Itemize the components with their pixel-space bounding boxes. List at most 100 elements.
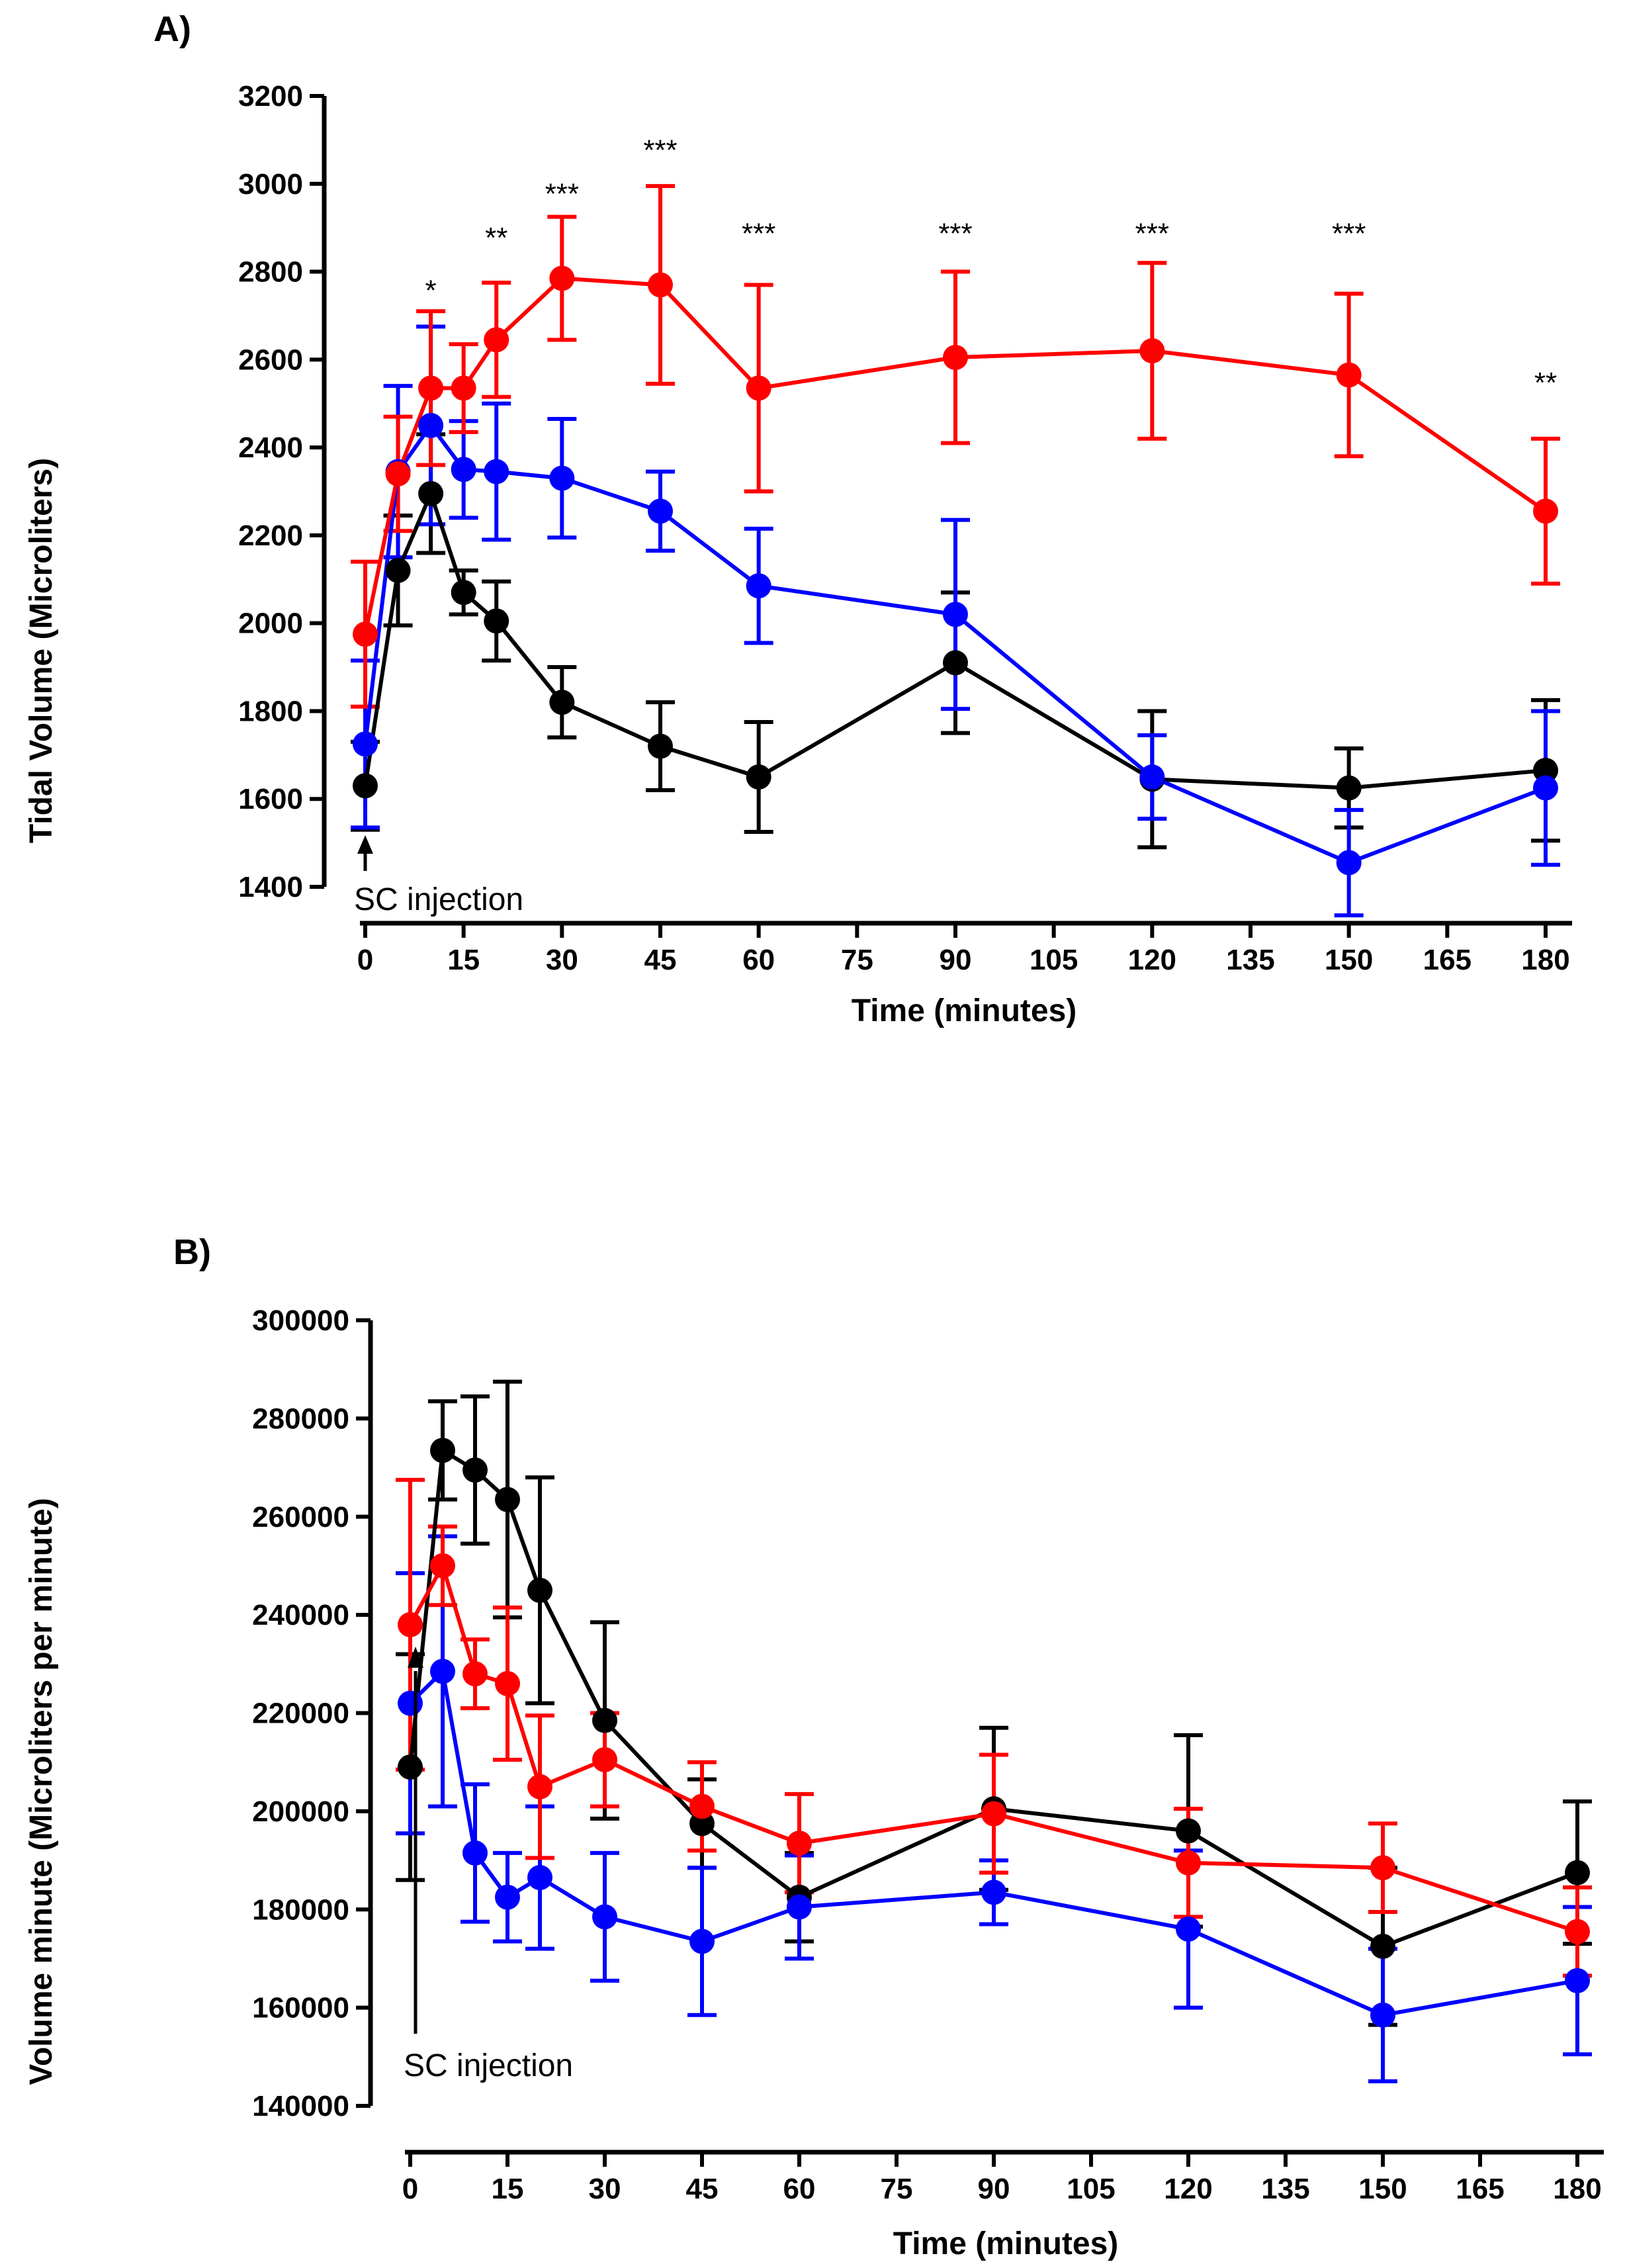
panel-a-point-blue — [484, 459, 509, 484]
panel-b-point-blue — [398, 1690, 423, 1716]
panel-a-point-black — [451, 580, 476, 606]
panel-a-point-blue — [1336, 850, 1362, 876]
panel-b-point-red — [527, 1774, 552, 1799]
panel-a-point-black — [1533, 758, 1558, 784]
panel-b-point-black — [1370, 1933, 1395, 1959]
panel-a-point-red — [943, 345, 968, 371]
panel-a-line-black — [363, 491, 1546, 790]
panel-a-y-tick-label: 2800 — [238, 256, 303, 289]
panel-a-significance-label: *** — [938, 217, 972, 249]
panel-a-point-blue — [746, 573, 771, 599]
panel-b-point-black — [689, 1811, 715, 1837]
panel-a-y-tick-label: 2400 — [238, 431, 303, 464]
panel-a-injection-label: SC injection — [354, 882, 523, 917]
panel-b-point-black — [462, 1457, 488, 1483]
panel-a-significance-label: ** — [485, 222, 507, 254]
panel-a-injection-marker: SC injection — [354, 835, 523, 917]
panel-a-y-tick-label: 1400 — [238, 871, 303, 903]
panel-b-point-red — [689, 1793, 715, 1819]
panel-a-significance-label: *** — [742, 217, 775, 249]
panel-a-point-red — [451, 375, 476, 401]
panel-b-y-tick-label: 280000 — [252, 1402, 349, 1435]
panel-a-x-tick-label: 165 — [1423, 944, 1471, 976]
panel-a-y-tick-label: 1600 — [238, 783, 303, 815]
panel-b-injection-label: SC injection — [404, 2048, 573, 2083]
panel-a-point-red — [385, 461, 411, 486]
panel-a-point-red — [1336, 362, 1362, 388]
panel-a-point-black — [353, 773, 378, 799]
panel-a-x-tick-label: 180 — [1521, 944, 1569, 976]
panel-a-x-tick-label: 30 — [546, 944, 578, 976]
panel-a-y-tick-label: 2200 — [238, 520, 303, 552]
panel-a-y-tick-label: 3000 — [238, 168, 303, 201]
panel-b-y-tick-label: 160000 — [252, 1992, 349, 2024]
panel-a-significance-label: *** — [1135, 217, 1169, 249]
panel-a-point-blue — [549, 465, 575, 491]
panel-a-x-tick-label: 60 — [742, 944, 775, 976]
panel-a-significance-label: *** — [545, 178, 579, 210]
panel-a-point-black — [943, 650, 968, 676]
panel-b-x-tick-label: 150 — [1358, 2173, 1407, 2205]
panel-b-point-blue — [430, 1658, 455, 1684]
panel-a-significance-label: *** — [643, 134, 677, 166]
panel-a-line-red — [363, 276, 1547, 635]
panel-a-significance-markers: ************ *** *** ***** — [425, 134, 1558, 399]
panel-a-significance-label: *** — [1332, 217, 1366, 249]
panel-b-injection-marker: SC injection — [404, 1647, 573, 2083]
arrow-up-icon — [357, 835, 373, 854]
panel-a-point-blue — [1139, 764, 1165, 790]
panel-b-x-tick-label: 120 — [1164, 2173, 1212, 2205]
panel-a-x-tick-label: 105 — [1030, 944, 1078, 976]
panel-b-point-blue — [495, 1884, 520, 1910]
panel-a-point-blue — [418, 412, 444, 438]
panel-a-x-tick-label: 90 — [940, 944, 972, 976]
panel-a-point-red — [648, 272, 673, 298]
panel-a-label: A) — [154, 9, 191, 49]
panel-a-y-axis: 1400 1600 1800 2000 2200 2400 2600 2800 3000 3200 — [238, 80, 327, 903]
panel-a-x-tick-label: 15 — [447, 944, 480, 976]
panel-a-point-red — [418, 375, 444, 401]
panel-b-point-blue — [787, 1894, 812, 1920]
panel-b-x-tick-label: 45 — [686, 2173, 719, 2205]
panel-a-point-red — [484, 327, 509, 353]
panel-b-point-black — [495, 1486, 520, 1512]
panel-a-point-black — [648, 733, 673, 759]
panel-a-point-blue — [451, 457, 476, 482]
panel-b-point-red — [981, 1801, 1006, 1827]
panel-b-y-tick-label: 200000 — [252, 1795, 349, 1828]
panel-b-point-black — [1176, 1818, 1201, 1844]
panel-b-point-red — [430, 1553, 455, 1578]
panel-b-x-axis: 0 15 30 45 60 75 90 105 120 135 150 165 180 — [402, 2150, 1604, 2205]
panel-b-point-blue — [527, 1865, 552, 1891]
panel-b-y-tick-label: 140000 — [252, 2090, 349, 2122]
panel-a-point-black — [385, 558, 411, 583]
panel-a-point-blue — [648, 498, 673, 524]
panel-b-point-black — [1565, 1860, 1590, 1885]
panel-b-point-red — [398, 1611, 423, 1637]
panel-b-y-axis-title: Volume minute (Microliters per minute) — [24, 1498, 59, 2085]
panel-b-x-tick-label: 90 — [978, 2173, 1010, 2205]
panel-b-x-tick-label: 15 — [492, 2173, 524, 2205]
panel-a-x-tick-label: 120 — [1128, 944, 1176, 976]
panel-b-chart: B) Volume minute (Microliters per minute… — [24, 1232, 1604, 2261]
panel-a-y-tick-label: 3200 — [238, 80, 303, 113]
panel-b-point-red — [787, 1831, 812, 1856]
panel-a-significance-label: ** — [1534, 367, 1557, 399]
panel-b-y-tick-label: 300000 — [252, 1304, 349, 1337]
panel-b-y-tick-label: 220000 — [252, 1698, 349, 1730]
panel-b-x-tick-label: 60 — [783, 2173, 816, 2205]
panel-b-x-tick-label: 30 — [589, 2173, 621, 2205]
panel-b-point-blue — [592, 1904, 617, 1930]
panel-a-y-tick-label: 1800 — [238, 695, 303, 727]
panel-b-x-tick-label: 135 — [1261, 2173, 1309, 2205]
panel-b-y-axis: 140000 160000 180000 200000 220000 240000 2600… — [252, 1304, 373, 2122]
panel-a-point-black — [1336, 775, 1362, 801]
panel-a-point-blue — [943, 602, 968, 627]
panel-a-chart: A) Tidal Volume (Microliters) Time (minu… — [24, 9, 1572, 1028]
panel-a-x-tick-label: 135 — [1226, 944, 1274, 976]
panel-b-point-blue — [462, 1840, 488, 1866]
panel-b-point-blue — [1565, 1968, 1590, 1993]
panel-b-point-red — [1565, 1919, 1590, 1944]
panel-b-x-axis-title: Time (minutes) — [893, 2226, 1119, 2261]
